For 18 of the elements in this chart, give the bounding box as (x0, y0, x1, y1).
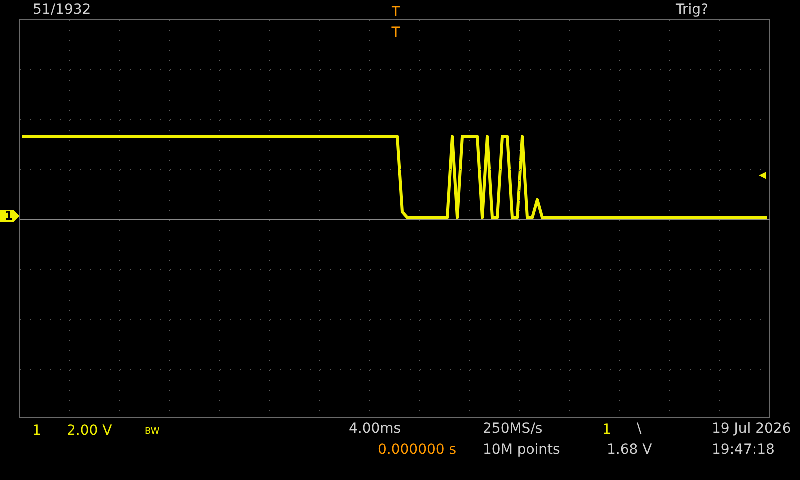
text: 10M points (483, 442, 560, 458)
text: 1.68 V (607, 442, 653, 458)
text: T (391, 5, 400, 20)
text: 51/1932 (33, 2, 92, 18)
text: BW (145, 427, 160, 437)
text: 0.000000 s (378, 442, 457, 458)
text: 2.00 V (67, 423, 113, 439)
text: 250MS/s (483, 421, 543, 437)
text: \ (637, 421, 642, 437)
text: 19:47:18 (712, 442, 775, 458)
text: 4.00ms (349, 421, 402, 437)
annotation: 1 (4, 209, 14, 224)
annotation: ◀ (759, 171, 766, 181)
text: T (390, 25, 401, 41)
text: Trig? (675, 2, 708, 18)
text: 19 Jul 2026 (712, 421, 792, 437)
text: 1 (32, 423, 42, 439)
text: 1 (602, 422, 612, 438)
